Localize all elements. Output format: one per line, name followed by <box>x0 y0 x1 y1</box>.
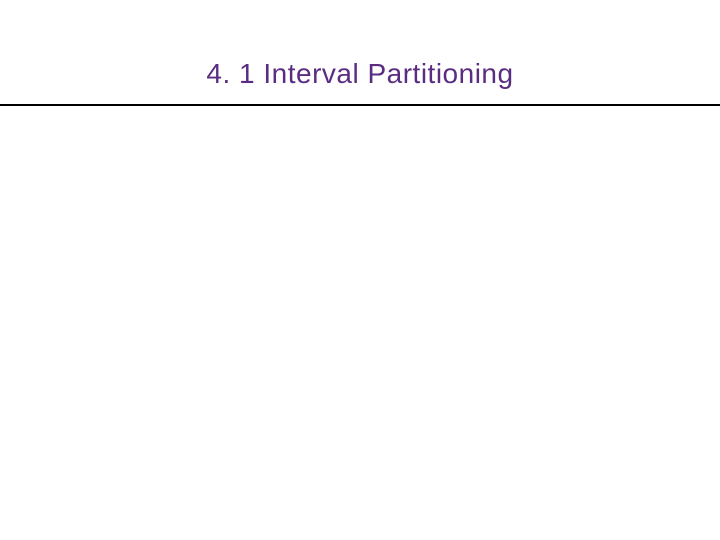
slide-title: 4. 1 Interval Partitioning <box>0 58 720 90</box>
horizontal-divider <box>0 104 720 106</box>
title-container: 4. 1 Interval Partitioning <box>0 58 720 90</box>
